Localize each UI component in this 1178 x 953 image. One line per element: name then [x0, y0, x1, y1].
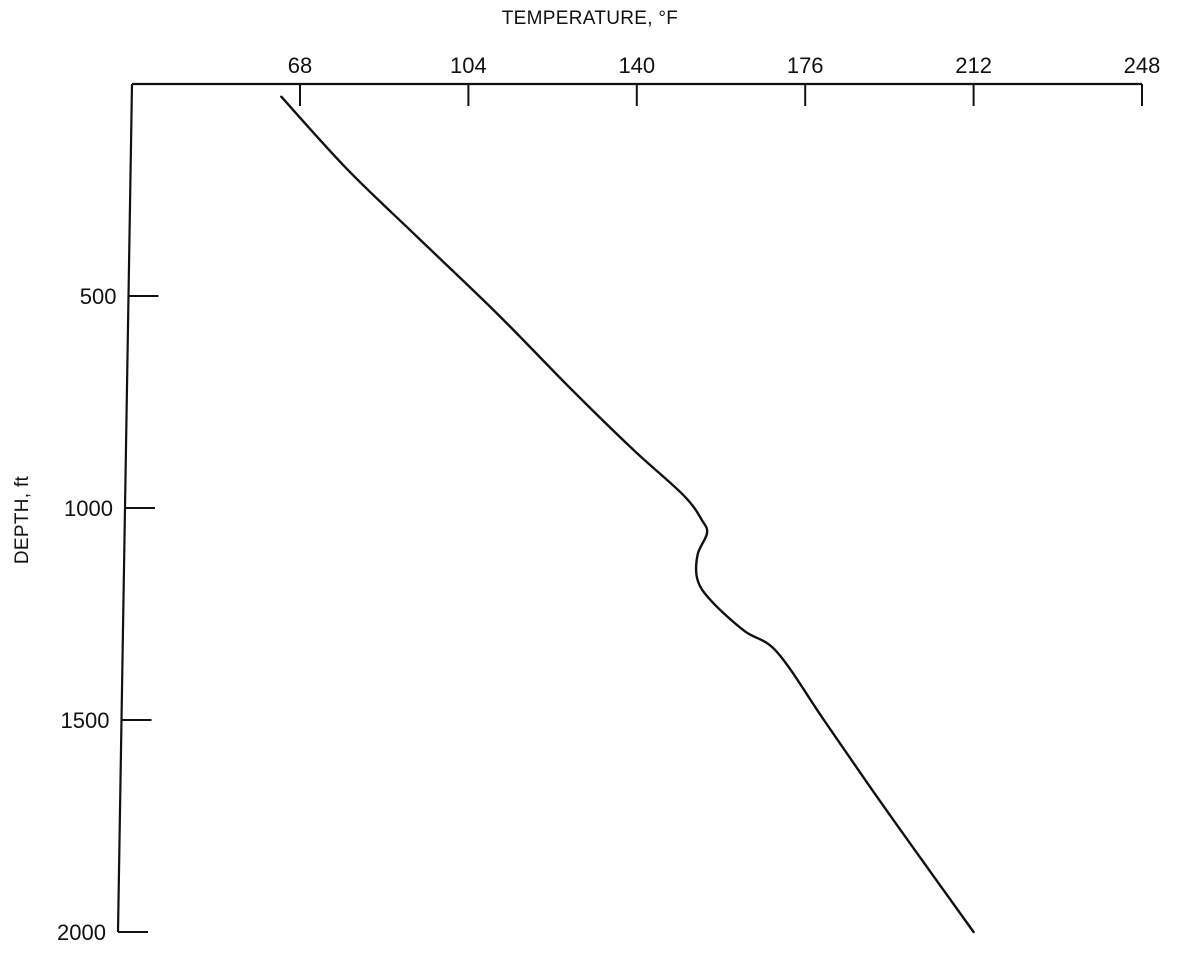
x-tick-label: 176 — [787, 53, 824, 78]
axes-layer — [116, 82, 1142, 933]
y-tick-group: 500 1000 1500 2000 — [57, 284, 159, 945]
y-tick-label: 2000 — [57, 920, 106, 945]
x-tick-label: 248 — [1124, 53, 1161, 78]
x-tick-label: 212 — [955, 53, 992, 78]
x-tick-group: 68 104 140 176 212 248 — [288, 53, 1161, 106]
temperature-profile-line — [280, 95, 975, 934]
x-tick-label: 104 — [450, 53, 487, 78]
y-tick-label: 1500 — [61, 708, 110, 733]
series-layer — [280, 95, 975, 934]
x-tick-label: 140 — [618, 53, 655, 78]
x-tick-label: 68 — [288, 53, 312, 78]
x-axis-title: TEMPERATURE, °F — [502, 8, 678, 29]
y-axis-title: DEPTH, ft — [12, 475, 33, 564]
y-tick-label: 1000 — [64, 496, 113, 521]
y-tick-label: 500 — [80, 284, 117, 309]
